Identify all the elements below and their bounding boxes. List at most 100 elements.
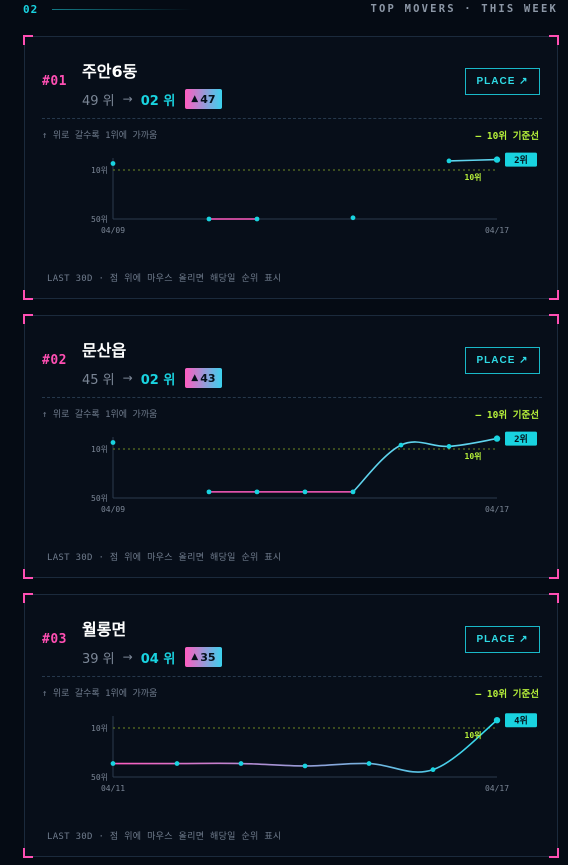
data-point [493,717,501,724]
corner-bracket [549,290,559,300]
divider [42,676,542,677]
data-point [493,435,501,442]
place-name: 문산읍 [82,341,127,360]
data-point [110,761,116,766]
rank-change-row: 49 위 → 02 위 ▲ 47 [82,88,222,110]
rank-change-badge: ▲ 43 [185,368,222,388]
corner-bracket [549,35,559,45]
data-point [493,156,501,163]
arrow-right-icon: → [122,92,133,106]
y-tick-label-top: 10위 [91,445,108,454]
threshold-legend: — 10위 기준선 [475,410,539,421]
rank-change-badge: ▲ 47 [185,89,222,109]
place-button-label: PLACE ↗ [476,355,529,366]
place-button-label: PLACE ↗ [476,634,529,645]
data-point [110,161,116,166]
data-point [398,442,404,448]
header-rule [52,9,192,10]
chart-footer: LAST 30D · 점 위에 마우스 올리면 해당일 순위 표시 [47,832,282,842]
corner-bracket [23,848,33,858]
data-point [366,761,372,766]
data-point [174,761,180,766]
triangle-up-icon: ▲ [191,373,199,383]
rank-change-row: 45 위 → 02 위 ▲ 43 [82,367,222,389]
place-button[interactable]: PLACE ↗ [465,626,540,653]
data-point [254,216,260,222]
threshold-legend: — 10위 기준선 [475,689,539,700]
chart-hint: ↑ 위로 갈수록 1위에 가까움 [42,131,158,141]
chart-footer: LAST 30D · 점 위에 마우스 올리면 해당일 순위 표시 [47,274,282,284]
mover-card-2: #02 문산읍 45 위 → 02 위 ▲ 43 PLACE ↗ ↑ 위로 갈수… [23,314,559,579]
rank-chart: 10위 50위 04/09 04/17 10위 2위 [91,431,537,514]
end-rank-tag [505,152,537,167]
place-button-label: PLACE ↗ [476,76,529,87]
x-tick-label-end: 04/17 [485,505,509,514]
rank-number: #02 [42,353,67,368]
rank-change-value: 47 [200,92,216,106]
end-rank-label: 4위 [514,715,528,727]
corner-bracket [23,290,33,300]
data-point [350,489,356,495]
rank-change-row: 39 위 → 04 위 ▲ 35 [82,646,222,668]
triangle-up-icon: ▲ [191,94,199,104]
end-rank-label: 2위 [514,154,528,166]
x-tick-label-start: 04/11 [101,784,125,793]
chart-hint: ↑ 위로 갈수록 1위에 가까움 [42,689,158,699]
end-rank-label: 2위 [514,433,528,445]
place-button[interactable]: PLACE ↗ [465,68,540,95]
corner-bracket [549,314,559,324]
data-point [350,215,356,221]
x-tick-label-start: 04/09 [101,226,125,235]
x-tick-label-start: 04/09 [101,505,125,514]
data-point [206,216,212,222]
previous-rank: 39 위 [82,651,115,667]
data-point [302,763,308,769]
data-point [206,489,212,495]
section-number: 02 [23,3,39,16]
current-rank: 04 위 [140,651,176,667]
y-tick-label-bottom: 50위 [91,773,108,782]
series-line [352,437,498,493]
rank-chart: 10위 50위 04/09 04/17 10위 2위 [91,152,537,235]
corner-bracket [23,35,33,45]
previous-rank: 49 위 [82,93,115,109]
data-point [446,444,452,449]
rank-change-value: 43 [200,371,216,385]
rank-number: #03 [42,632,67,647]
data-point [254,489,260,495]
y-tick-label-top: 10위 [91,724,108,733]
threshold-label: 10위 [465,451,482,461]
triangle-up-icon: ▲ [191,652,199,662]
corner-bracket [549,848,559,858]
current-rank: 02 위 [140,93,176,109]
rank-chart: 10위 50위 04/11 04/17 10위 4위 [91,713,537,793]
corner-bracket [549,593,559,603]
divider [42,118,542,119]
rank-change-value: 35 [200,650,216,664]
arrow-right-icon: → [122,371,133,385]
rank-change-badge: ▲ 35 [185,647,222,667]
data-point [302,489,308,495]
end-rank-tag [505,431,537,446]
data-point [430,767,436,773]
corner-bracket [23,593,33,603]
place-name: 주안6동 [82,62,138,81]
corner-bracket [23,569,33,579]
y-tick-label-bottom: 50위 [91,215,108,224]
divider [42,397,542,398]
x-tick-label-end: 04/17 [485,226,509,235]
data-point [110,440,116,445]
current-rank: 02 위 [140,372,176,388]
place-button[interactable]: PLACE ↗ [465,347,540,374]
chart-footer: LAST 30D · 점 위에 마우스 올리면 해당일 순위 표시 [47,553,282,563]
data-point [238,761,244,766]
corner-bracket [549,569,559,579]
threshold-label: 10위 [465,172,482,182]
mover-card-3: #03 월롱면 39 위 → 04 위 ▲ 35 PLACE ↗ ↑ 위로 갈수… [23,593,559,858]
y-tick-label-bottom: 50위 [91,494,108,503]
previous-rank: 45 위 [82,372,115,388]
section-header: 02 TOP MOVERS · THIS WEEK [0,0,568,22]
threshold-legend: — 10위 기준선 [475,131,539,142]
arrow-right-icon: → [122,650,133,664]
rank-number: #01 [42,74,67,89]
